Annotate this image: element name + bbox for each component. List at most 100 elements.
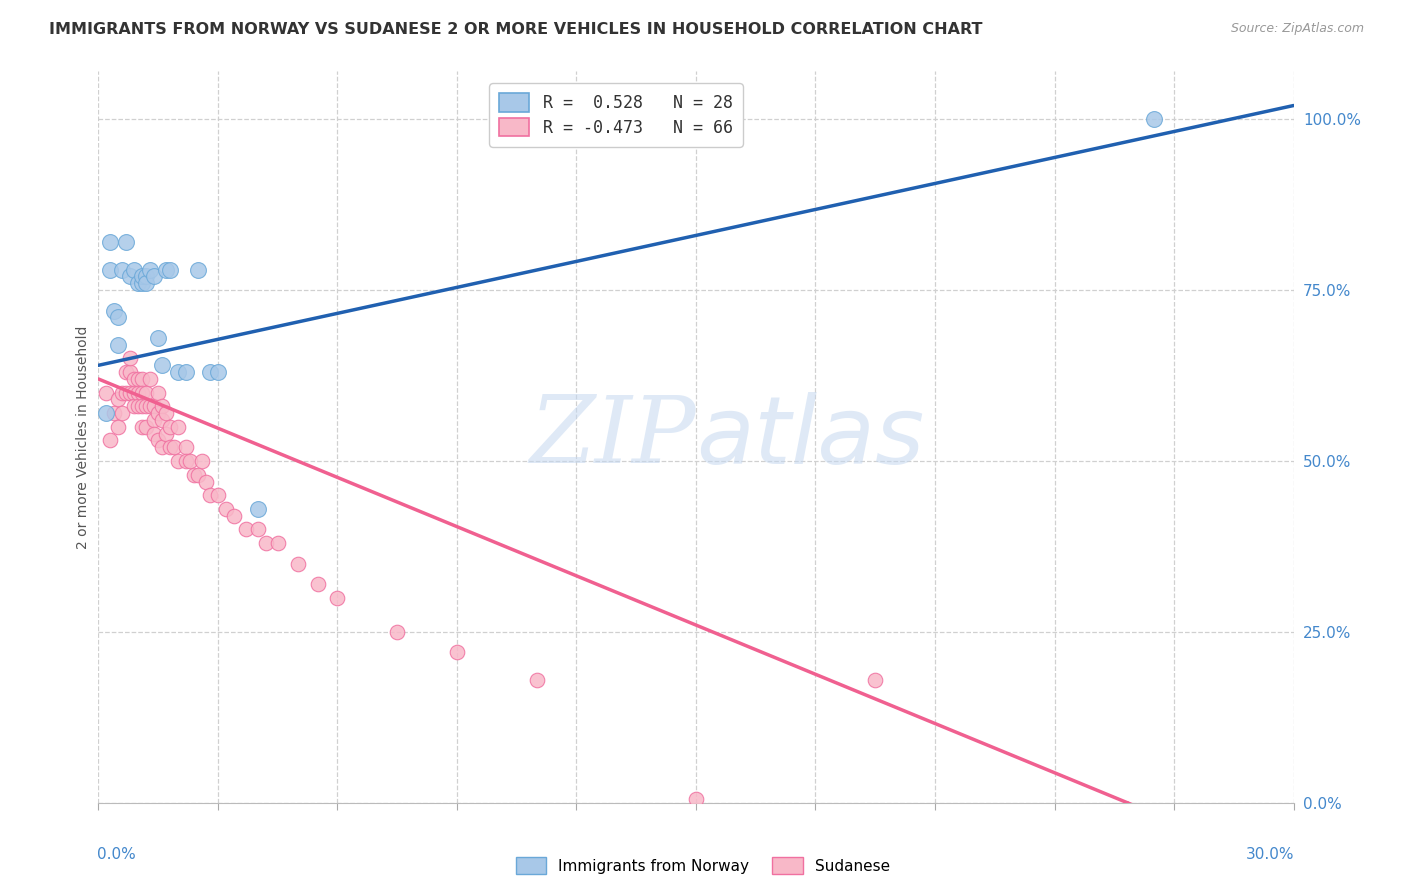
Point — [131, 400, 153, 414]
Point — [246, 522, 269, 536]
Point — [148, 406, 170, 420]
Point — [139, 400, 162, 414]
Point — [120, 351, 142, 366]
Point — [167, 365, 190, 379]
Text: IMMIGRANTS FROM NORWAY VS SUDANESE 2 OR MORE VEHICLES IN HOUSEHOLD CORRELATION C: IMMIGRANTS FROM NORWAY VS SUDANESE 2 OR … — [49, 22, 983, 37]
Point — [179, 454, 201, 468]
Point — [143, 269, 166, 284]
Point — [222, 508, 245, 523]
Text: atlas: atlas — [696, 392, 924, 483]
Point — [120, 385, 142, 400]
Point — [163, 440, 186, 454]
Point — [115, 365, 138, 379]
Point — [326, 591, 349, 605]
Point — [131, 269, 153, 284]
Point — [174, 365, 197, 379]
Point — [131, 420, 153, 434]
Point — [135, 277, 157, 291]
Point — [127, 277, 149, 291]
Point — [111, 385, 134, 400]
Point — [127, 372, 149, 386]
Point — [115, 235, 138, 250]
Point — [98, 262, 122, 277]
Point — [155, 262, 177, 277]
Point — [131, 277, 153, 291]
Point — [120, 269, 142, 284]
Point — [865, 673, 887, 687]
Point — [187, 467, 209, 482]
Point — [139, 372, 162, 386]
Legend: Immigrants from Norway, Sudanese: Immigrants from Norway, Sudanese — [509, 851, 897, 880]
Point — [150, 413, 173, 427]
Point — [107, 420, 129, 434]
Point — [207, 488, 229, 502]
Point — [198, 365, 221, 379]
Point — [115, 385, 138, 400]
Point — [139, 262, 162, 277]
Point — [685, 792, 707, 806]
Point — [191, 454, 214, 468]
Point — [143, 400, 166, 414]
Point — [124, 385, 146, 400]
Point — [148, 331, 170, 345]
Point — [159, 440, 181, 454]
Point — [385, 624, 409, 639]
Point — [150, 440, 173, 454]
Point — [135, 400, 157, 414]
Point — [103, 406, 125, 420]
Point — [198, 488, 221, 502]
Point — [195, 475, 218, 489]
Point — [96, 385, 118, 400]
Point — [526, 673, 548, 687]
Point — [187, 262, 209, 277]
Point — [131, 372, 153, 386]
Point — [267, 536, 290, 550]
Text: 0.0%: 0.0% — [97, 847, 136, 862]
Point — [107, 392, 129, 407]
Point — [127, 385, 149, 400]
Text: Source: ZipAtlas.com: Source: ZipAtlas.com — [1230, 22, 1364, 36]
Point — [150, 359, 173, 373]
Point — [103, 303, 125, 318]
Point — [148, 434, 170, 448]
Point — [98, 235, 122, 250]
Point — [207, 365, 229, 379]
Point — [111, 262, 134, 277]
Point — [107, 338, 129, 352]
Point — [235, 522, 257, 536]
Point — [159, 262, 181, 277]
Point — [96, 406, 118, 420]
Point — [98, 434, 122, 448]
Point — [246, 501, 269, 516]
Point — [135, 420, 157, 434]
Point — [307, 577, 329, 591]
Y-axis label: 2 or more Vehicles in Household: 2 or more Vehicles in Household — [76, 326, 90, 549]
Point — [107, 310, 129, 325]
Text: ZIP: ZIP — [529, 392, 696, 482]
Point — [287, 557, 309, 571]
Point — [111, 406, 134, 420]
Point — [254, 536, 277, 550]
Point — [127, 400, 149, 414]
Point — [215, 501, 238, 516]
Point — [446, 645, 468, 659]
Point — [124, 400, 146, 414]
Point — [135, 269, 157, 284]
Point — [150, 400, 173, 414]
Point — [143, 413, 166, 427]
Point — [135, 385, 157, 400]
Point — [167, 420, 190, 434]
Point — [120, 365, 142, 379]
Point — [183, 467, 205, 482]
Point — [143, 426, 166, 441]
Legend: R =  0.528   N = 28, R = -0.473   N = 66: R = 0.528 N = 28, R = -0.473 N = 66 — [489, 83, 742, 146]
Point — [159, 420, 181, 434]
Point — [155, 406, 177, 420]
Text: 30.0%: 30.0% — [1246, 847, 1295, 862]
Point — [167, 454, 190, 468]
Point — [174, 440, 197, 454]
Point — [124, 262, 146, 277]
Point — [174, 454, 197, 468]
Point — [1143, 112, 1166, 127]
Point — [124, 372, 146, 386]
